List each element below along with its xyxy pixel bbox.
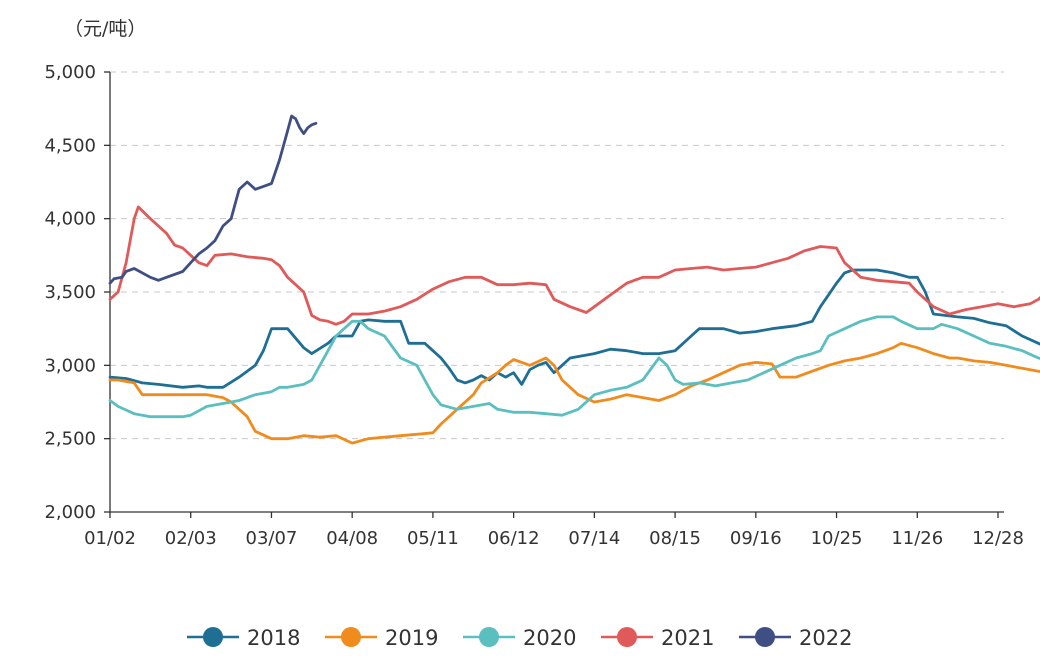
legend-item-2022[interactable]: 2022 (739, 626, 852, 650)
y-tick-label: 2,500 (44, 429, 96, 450)
x-tick-label: 06/12 (488, 528, 540, 549)
grid-lines (110, 71, 1004, 440)
series-line-2022 (108, 114, 318, 285)
legend-label-2018: 2018 (247, 626, 300, 650)
x-tick-label: 07/14 (568, 528, 620, 549)
legend: 2018 2019 2020 2021 2022 (187, 626, 852, 650)
y-tick-label: 4,500 (44, 135, 96, 156)
legend-item-2018[interactable]: 2018 (187, 626, 300, 650)
y-tick-label: 2,000 (44, 502, 96, 523)
legend-marker-2019 (341, 627, 361, 647)
x-tick-label: 02/03 (165, 528, 217, 549)
legend-item-2020[interactable]: 2020 (463, 626, 576, 650)
x-tick-labels: 01/02 02/03 03/07 04/08 05/11 06/12 07/14 08/15… (84, 512, 1024, 549)
y-tick-label: 3,000 (44, 355, 96, 376)
x-tick-label: 10/25 (811, 528, 863, 549)
series-line-2020 (108, 315, 1040, 419)
legend-marker-2020 (479, 627, 499, 647)
legend-label-2021: 2021 (661, 626, 714, 650)
y-axis-unit-label: （元/吨） (64, 18, 146, 40)
legend-label-2019: 2019 (385, 626, 438, 650)
y-tick-label: 3,500 (44, 282, 96, 303)
series-lines (108, 114, 1040, 445)
legend-marker-2022 (755, 627, 775, 647)
x-tick-label: 04/08 (326, 528, 378, 549)
x-tick-label: 12/28 (972, 528, 1024, 549)
x-tick-label: 05/11 (407, 528, 459, 549)
series-line-2021 (108, 205, 1040, 326)
legend-marker-2021 (617, 627, 637, 647)
x-tick-label: 03/07 (246, 528, 298, 549)
y-tick-labels: 2,000 2,500 3,000 3,500 4,000 4,500 5,000 (44, 62, 110, 523)
legend-label-2022: 2022 (799, 626, 852, 650)
x-tick-label: 11/26 (891, 528, 943, 549)
x-tick-label: 01/02 (84, 528, 136, 549)
series-line-2018 (108, 268, 1040, 389)
legend-item-2021[interactable]: 2021 (601, 626, 714, 650)
x-tick-label: 08/15 (649, 528, 701, 549)
y-tick-label: 5,000 (44, 62, 96, 83)
series-line-2019 (108, 341, 1040, 445)
y-tick-label: 4,000 (44, 209, 96, 230)
x-tick-label: 09/16 (730, 528, 782, 549)
legend-marker-2018 (203, 627, 223, 647)
legend-label-2020: 2020 (523, 626, 576, 650)
legend-item-2019[interactable]: 2019 (325, 626, 438, 650)
